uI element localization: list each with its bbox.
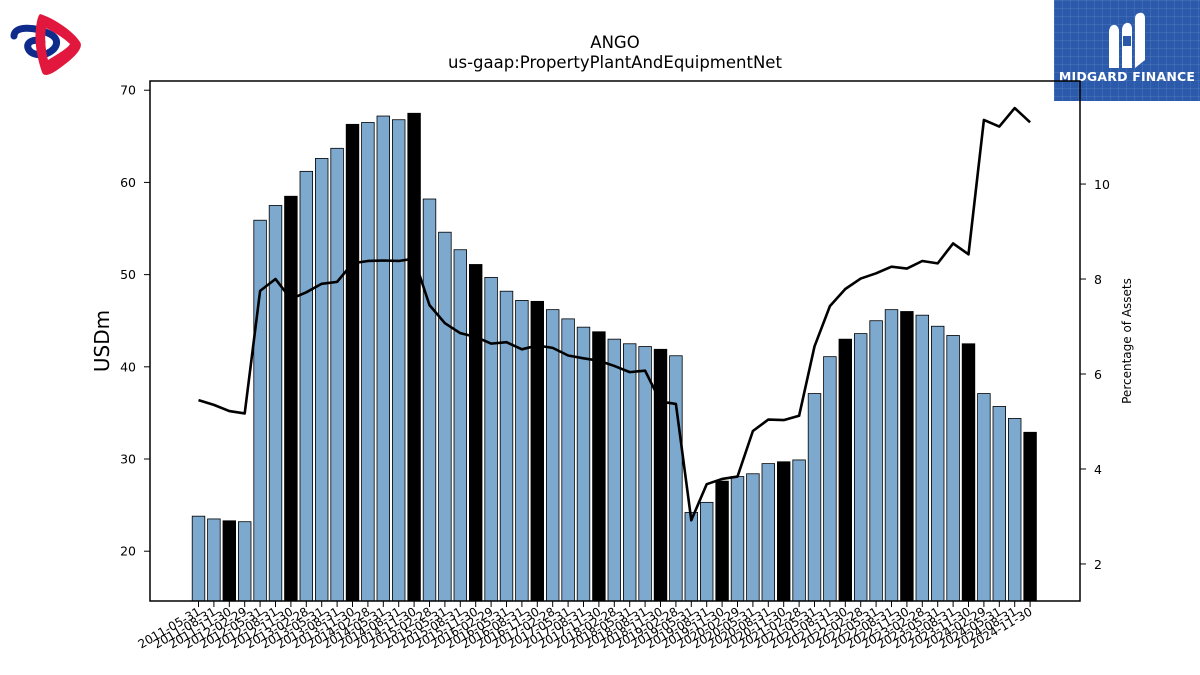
bar-2019-11-30 [715, 480, 729, 602]
bar-2023-08-31 [946, 335, 960, 602]
bar-2016-08-31 [515, 300, 529, 602]
bar-2022-05-31 [869, 320, 883, 602]
bar-2022-02-28 [854, 333, 868, 602]
y2-tick-label: 8 [1094, 272, 1102, 287]
bar-2017-02-28 [546, 309, 560, 602]
bar-2024-08-31 [1008, 418, 1022, 602]
bar-2020-05-31 [746, 473, 760, 602]
bar-2015-08-31 [453, 249, 468, 602]
x-axis: 2011-05-312011-08-312011-11-302012-02-29… [136, 601, 1035, 651]
y-tick-label: 20 [120, 544, 136, 559]
logo-red-ring [35, 14, 81, 75]
bar-2014-02-28 [361, 122, 375, 602]
bar-2013-11-30 [345, 123, 360, 602]
logo-blue-ring [10, 24, 60, 59]
bar-2015-02-28 [422, 198, 437, 602]
bar-2019-05-31 [684, 512, 699, 602]
bar-2021-11-30 [838, 338, 853, 602]
bar-2016-02-29 [484, 276, 498, 602]
bar-2023-05-31 [931, 325, 945, 602]
bar-2011-05-31 [191, 515, 206, 602]
y-tick-label: 70 [120, 83, 136, 98]
line-series [198, 106, 1031, 522]
bar-2022-11-30 [900, 311, 914, 602]
bar-2013-08-31 [330, 147, 344, 602]
bar-2011-08-31 [207, 518, 221, 602]
bar-2015-05-31 [438, 231, 452, 602]
percentage-of-assets-line [198, 106, 1031, 522]
y2-tick-label: 6 [1094, 367, 1102, 382]
bar-2017-08-31 [576, 326, 591, 602]
y-tick-label: 60 [120, 175, 136, 190]
bar-2021-08-31 [823, 356, 837, 602]
bar-2016-05-31 [499, 290, 514, 602]
bar-2023-02-28 [915, 314, 930, 602]
bar-2012-05-31 [253, 219, 267, 602]
bar-2023-11-30 [961, 343, 976, 602]
y-tick-label: 50 [120, 267, 136, 282]
bar-series [191, 112, 1037, 602]
bar-2020-02-29 [730, 476, 745, 602]
bar-2015-11-30 [468, 264, 483, 602]
bar-2018-11-30 [653, 348, 668, 602]
bar-2013-02-28 [299, 170, 314, 602]
chart-title: ANGO [590, 33, 639, 52]
y-axis-label-left: USDm [90, 310, 114, 372]
plot-frame [149, 80, 1081, 602]
bar-2020-11-30 [777, 461, 791, 602]
bar-2017-05-31 [561, 318, 575, 602]
bar-2021-05-31 [807, 393, 822, 602]
brand-name: MIDGARD FINANCE [1058, 69, 1196, 84]
bar-2022-08-31 [884, 309, 899, 602]
bar-2024-05-31 [992, 406, 1007, 602]
y2-tick-label: 4 [1094, 462, 1102, 477]
bar-2012-08-31 [268, 205, 283, 602]
bar-2024-11-30 [1023, 431, 1037, 602]
bar-2011-11-30 [222, 520, 237, 602]
bar-2014-11-30 [407, 112, 421, 602]
bar-2019-02-28 [669, 355, 683, 602]
bar-2021-02-28 [792, 459, 806, 602]
y2-tick-label: 2 [1094, 557, 1102, 572]
y-axis-label-right: Percentage of Assets [1120, 278, 1134, 404]
bar-2017-11-30 [592, 331, 606, 602]
interlocking-rings-logo-icon [10, 14, 81, 75]
bar-2020-08-31 [761, 463, 776, 602]
bar-2014-05-31 [376, 115, 391, 602]
y-axis-left: 20 30 40 50 60 70 [120, 83, 150, 559]
y2-tick-label: 10 [1094, 177, 1110, 192]
bar-2018-02-28 [607, 338, 622, 602]
bar-2012-02-29 [237, 521, 252, 602]
bar-2014-08-31 [391, 119, 406, 602]
bar-2018-05-31 [623, 343, 637, 602]
y-tick-label: 30 [120, 452, 136, 467]
bar-2013-05-31 [314, 158, 329, 602]
bar-2018-08-31 [638, 346, 652, 602]
bar-2024-02-29 [977, 393, 991, 602]
y-tick-label: 40 [120, 359, 136, 374]
bar-2019-08-31 [700, 501, 714, 602]
chart-subtitle: us-gaap:PropertyPlantAndEquipmentNet [448, 53, 782, 72]
midgard-finance-logo-icon [1109, 12, 1145, 69]
y-axis-right: 2 4 6 8 10 [1080, 177, 1110, 572]
brand-panel: MIDGARD FINANCE [1054, 0, 1200, 101]
bar-2012-11-30 [284, 195, 298, 602]
